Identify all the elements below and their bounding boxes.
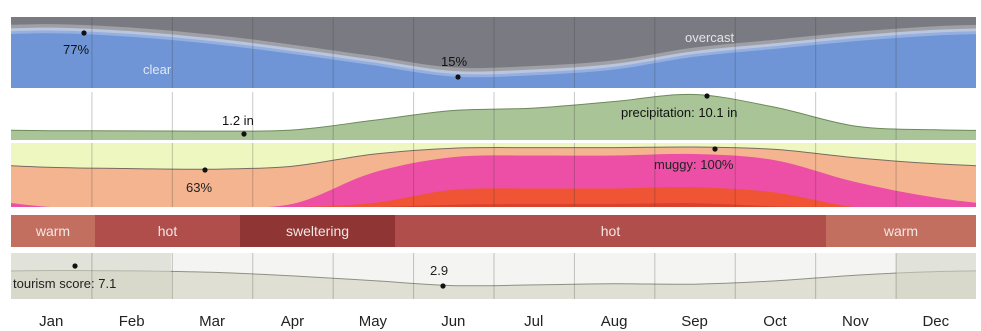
temperature-band-label: warm: [883, 223, 918, 239]
month-label-mar: Mar: [199, 313, 225, 330]
month-label-jun: Jun: [441, 313, 465, 330]
temperature-band-warm: [11, 215, 95, 247]
month-label-dec: Dec: [922, 313, 949, 330]
humidity-max-label: muggy: 100%: [654, 157, 734, 172]
tourism-best-start: [11, 253, 171, 299]
tourism-max-label: tourism score: 7.1: [13, 276, 116, 291]
month-label-aug: Aug: [601, 313, 628, 330]
humidity-panel: 63% muggy: 100%: [11, 143, 976, 207]
month-label-jul: Jul: [524, 313, 543, 330]
humidity-min-label: 63%: [186, 180, 212, 195]
cloud-min-point: [455, 74, 461, 80]
clear-label: clear: [143, 62, 172, 77]
cloud-max-point: [81, 30, 87, 36]
month-label-sep: Sep: [681, 313, 708, 330]
month-label-nov: Nov: [842, 313, 869, 330]
tourism-max-point: [72, 263, 78, 269]
tourism-panel: tourism score: 7.1 2.9: [11, 253, 976, 299]
precip-min-point: [241, 131, 247, 137]
humidity-max-point: [712, 146, 718, 152]
precipitation-area: [11, 93, 976, 140]
precip-min-label: 1.2 in: [222, 113, 254, 128]
humidity-miserable-area: [11, 203, 976, 207]
humidity-min-point: [202, 167, 208, 173]
month-label-apr: Apr: [281, 313, 304, 330]
temperature-band-hot: [95, 215, 240, 247]
month-label-may: May: [359, 313, 388, 330]
precipitation-panel: 1.2 in precipitation: 10.1 in: [11, 93, 976, 140]
tourism-min-point: [440, 283, 446, 289]
humidity-oppressive-area: [11, 187, 976, 207]
month-label-oct: Oct: [763, 313, 787, 330]
temperature-band-sweltering: [240, 215, 395, 247]
overcast-label: overcast: [685, 30, 735, 45]
precip-max-point: [704, 93, 710, 99]
month-label-jan: Jan: [39, 313, 63, 330]
precip-max-label: precipitation: 10.1 in: [621, 105, 737, 120]
temperature-band-warm: [826, 215, 976, 247]
cloud-cover-panel: clear overcast 77% 15%: [11, 17, 976, 88]
clear-area: [11, 33, 976, 88]
temperature-band-hot: [395, 215, 826, 247]
tourism-best-end: [896, 253, 976, 299]
temperature-band-label: warm: [35, 223, 70, 239]
month-axis: Jan Feb Mar Apr May Jun Jul Aug Sep Oct Nov Dec: [39, 313, 950, 330]
temperature-band-label: hot: [601, 223, 621, 239]
temperature-band: warm hot sweltering hot warm: [11, 215, 976, 247]
temperature-band-label: sweltering: [286, 223, 349, 239]
month-gridlines: [91, 17, 897, 299]
cloud-max-label: 77%: [63, 42, 89, 57]
temperature-band-label: hot: [158, 223, 178, 239]
tourism-min-label: 2.9: [430, 263, 448, 278]
cloud-min-label: 15%: [441, 54, 467, 69]
month-label-feb: Feb: [119, 313, 145, 330]
